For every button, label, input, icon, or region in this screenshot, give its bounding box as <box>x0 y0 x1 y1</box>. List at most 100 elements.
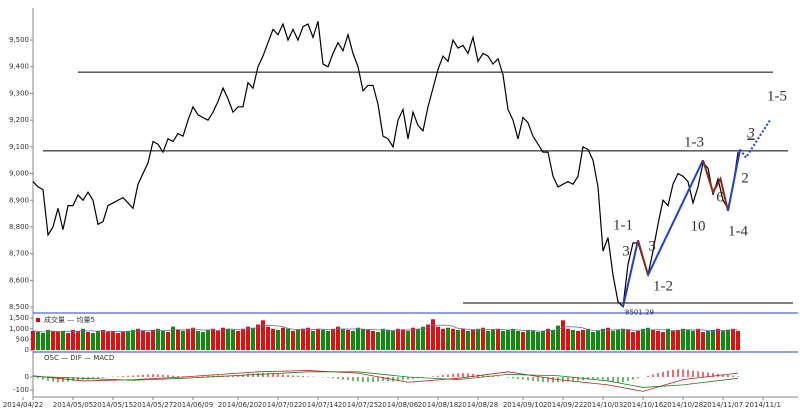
volume-bar <box>696 328 700 350</box>
volume-bar <box>416 328 420 350</box>
x-tick-label: 2014/09/10 <box>503 401 543 409</box>
osc-bar <box>702 371 704 378</box>
osc-bar <box>382 377 384 381</box>
osc-bar <box>307 376 309 378</box>
x-tick-label: 2014/09/22 <box>543 401 583 409</box>
osc-bar <box>57 377 59 383</box>
volume-bar <box>681 328 685 350</box>
osc-bar <box>247 373 249 378</box>
volume-bar <box>171 326 175 350</box>
x-tick-label: 2014/08/28 <box>458 401 498 409</box>
osc-bar <box>202 376 204 378</box>
osc-bar <box>712 373 714 378</box>
volume-bar <box>266 326 270 350</box>
osc-bar <box>632 377 634 380</box>
volume-bar <box>256 324 260 350</box>
volume-bar <box>281 327 285 350</box>
volume-bar <box>91 333 95 350</box>
volume-bar <box>441 328 445 350</box>
y-tick-label: 0 <box>25 373 29 381</box>
osc-bar <box>122 375 124 378</box>
volume-bar <box>446 327 450 350</box>
volume-bar <box>286 328 290 350</box>
osc-bar <box>342 377 344 380</box>
osc-bar <box>352 377 354 381</box>
volume-bar <box>486 330 490 350</box>
osc-bar <box>422 377 424 378</box>
volume-bar <box>451 328 455 350</box>
volume-bar <box>381 328 385 350</box>
volume-bar <box>411 327 415 350</box>
osc-bar <box>302 375 304 378</box>
volume-bar <box>691 330 695 350</box>
volume-bar <box>431 319 435 350</box>
osc-bar <box>467 373 469 378</box>
x-tick-label: 2014/10/03 <box>583 401 623 409</box>
osc-bar <box>282 374 284 378</box>
volume-bar <box>526 329 530 350</box>
osc-bar <box>287 375 289 378</box>
osc-bar <box>732 375 734 378</box>
volume-bar <box>421 326 425 350</box>
x-tick-label: 2014/06/20 <box>218 401 258 409</box>
osc-bar <box>327 377 329 378</box>
volume-bar <box>146 331 150 350</box>
volume-bar <box>491 329 495 350</box>
volume-bar <box>476 328 480 350</box>
osc-bar <box>252 373 254 378</box>
volume-bar <box>686 329 690 350</box>
osc-bar <box>457 373 459 378</box>
osc-bar <box>447 374 449 378</box>
osc-bar <box>562 377 564 382</box>
volume-bar <box>61 330 65 350</box>
osc-bar <box>147 374 149 378</box>
volume-bar <box>616 329 620 350</box>
osc-bar <box>492 375 494 378</box>
osc-bar <box>737 376 739 378</box>
volume-bar <box>556 325 560 350</box>
osc-bar <box>117 376 119 378</box>
osc-bar <box>127 375 129 378</box>
x-tick-label: 2014/08/18 <box>418 401 458 409</box>
osc-bar <box>97 377 99 379</box>
osc-bar <box>227 375 229 378</box>
wave-annotation: 3 <box>746 125 755 141</box>
wave-line <box>702 159 729 212</box>
dif-line <box>32 370 739 392</box>
volume-bar <box>576 330 580 350</box>
volume-average <box>32 324 739 333</box>
volume-bar <box>541 330 545 350</box>
volume-bar <box>216 330 220 350</box>
signal-line <box>32 371 739 388</box>
x-tick-label: 2014/05/05 <box>53 401 93 409</box>
osc-bar <box>442 375 444 378</box>
x-tick-label: 2014/05/27 <box>133 401 173 409</box>
volume-bar <box>721 330 725 350</box>
wave-annotation: 6 <box>716 189 724 205</box>
volume-bar <box>626 329 630 350</box>
y-tick-label: 8,600 <box>9 276 29 284</box>
volume-bar <box>471 329 475 350</box>
osc-bar <box>627 377 629 381</box>
volume-bar <box>196 330 200 350</box>
volume-bar <box>346 329 350 350</box>
volume-bar <box>111 330 115 350</box>
osc-bar <box>722 374 724 378</box>
volume-bar <box>731 328 735 350</box>
x-tick-label: 2014/11/07 <box>703 401 743 409</box>
osc-bar <box>532 377 534 381</box>
osc-bar <box>542 377 544 382</box>
osc-bar <box>727 375 729 378</box>
volume-bar <box>636 330 640 350</box>
volume-bar <box>116 333 120 350</box>
volume-bar <box>401 329 405 350</box>
volume-bar <box>341 328 345 350</box>
y-tick-label: 9,400 <box>9 63 29 71</box>
volume-bar <box>581 329 585 350</box>
volume-bar <box>591 331 595 350</box>
volume-bar <box>326 330 330 350</box>
osc-bar <box>472 373 474 378</box>
osc-bar <box>602 377 604 380</box>
osc-bar <box>262 372 264 378</box>
